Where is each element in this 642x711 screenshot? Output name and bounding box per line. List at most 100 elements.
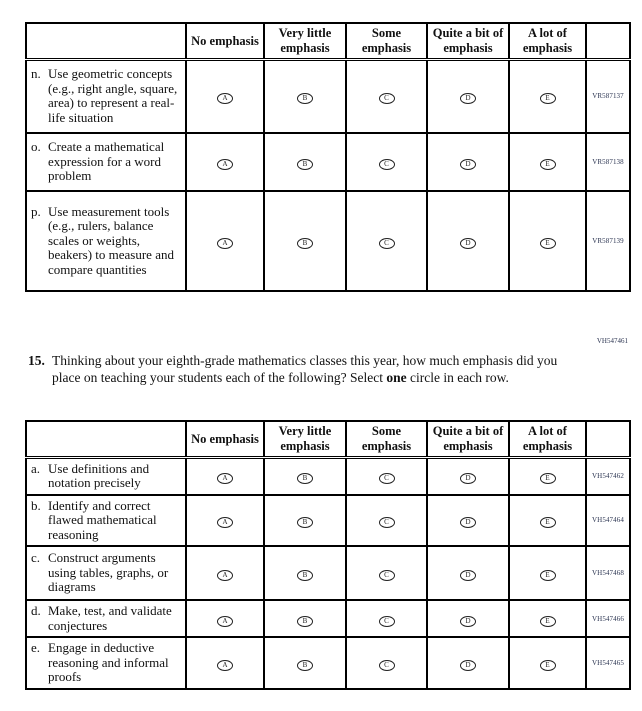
bubble-a[interactable]: A — [217, 615, 233, 627]
item-label: c. Construct arguments using tables, gra… — [25, 545, 187, 601]
item-text: Make, test, and validate conjectures — [48, 603, 172, 633]
item-code: VH547468 — [585, 545, 631, 601]
bubble-a[interactable]: A — [217, 570, 233, 581]
bubble-e[interactable]: E — [539, 517, 556, 529]
item-letter: b. — [31, 497, 41, 513]
cell-some-emphasis: C — [345, 636, 428, 690]
bubble-b[interactable]: B — [297, 93, 313, 105]
item-code: VH547465 — [585, 636, 631, 690]
item-label: b. Identify and correct flawed mathemati… — [25, 493, 187, 547]
cell-quite-a-bit-emphasis: D — [426, 545, 510, 601]
bubble-c[interactable]: C — [378, 517, 395, 529]
bubble-b[interactable]: B — [297, 159, 313, 170]
bubble-c[interactable]: C — [378, 570, 395, 581]
cell-quite-a-bit-emphasis: D — [426, 190, 510, 292]
bubble-a[interactable]: A — [217, 473, 233, 484]
question-text: Thinking about your eighth-grade mathema… — [52, 353, 564, 386]
bubble-b[interactable]: B — [297, 238, 313, 249]
cell-no-emphasis: A — [185, 132, 265, 192]
cell-no-emphasis: A — [185, 58, 265, 134]
item-letter: c. — [31, 550, 41, 566]
bubble-b[interactable]: B — [297, 659, 313, 671]
item-label: d. Make, test, and validate conjectures — [25, 599, 187, 638]
header-code-blank — [585, 22, 631, 61]
item-text: Construct arguments using tables, graphs… — [48, 550, 169, 595]
header-very-little-emphasis: Very little emphasis — [263, 420, 347, 459]
item-code: VR587137 — [585, 58, 631, 134]
bubble-b[interactable]: B — [297, 473, 313, 484]
bubble-b[interactable]: B — [297, 517, 313, 529]
cell-no-emphasis: A — [185, 599, 265, 638]
header-some-emphasis: Some emphasis — [345, 420, 428, 459]
cell-quite-a-bit-emphasis: D — [426, 132, 510, 192]
header-quite-a-bit-emphasis: Quite a bit of emphasis — [426, 22, 510, 61]
question-bold-word: one — [386, 369, 407, 385]
cell-some-emphasis: C — [345, 456, 428, 496]
bubble-b[interactable]: B — [297, 615, 313, 627]
bubble-c[interactable]: C — [378, 93, 395, 105]
bubble-c[interactable]: C — [378, 238, 395, 249]
bubble-c[interactable]: C — [378, 659, 395, 671]
bubble-d[interactable]: D — [460, 659, 476, 671]
bubble-a[interactable]: A — [217, 238, 233, 249]
cell-a-lot-emphasis: E — [508, 599, 587, 638]
bubble-a[interactable]: A — [217, 517, 233, 529]
bubble-d[interactable]: D — [460, 517, 476, 529]
bubble-e[interactable]: E — [539, 615, 556, 627]
bubble-e[interactable]: E — [539, 473, 556, 484]
header-no-emphasis: No emphasis — [185, 22, 265, 61]
question-text-before: Thinking about your eighth-grade mathema… — [52, 353, 558, 385]
table-row: n. Use geometric concepts (e.g., right a… — [25, 58, 631, 134]
cell-very-little-emphasis: B — [263, 190, 347, 292]
question-text-after: circle in each row. — [406, 369, 509, 385]
bubble-d[interactable]: D — [460, 238, 476, 249]
bubble-d[interactable]: D — [460, 615, 476, 627]
cell-very-little-emphasis: B — [263, 493, 347, 547]
bubble-a[interactable]: A — [217, 159, 233, 170]
emphasis-table-top: No emphasis Very little emphasis Some em… — [25, 22, 631, 292]
item-code: VH547464 — [585, 493, 631, 547]
cell-some-emphasis: C — [345, 190, 428, 292]
header-no-emphasis: No emphasis — [185, 420, 265, 459]
table-header-row: No emphasis Very little emphasis Some em… — [25, 420, 631, 459]
cell-no-emphasis: A — [185, 545, 265, 601]
item-text: Use geometric concepts (e.g., right angl… — [48, 66, 178, 125]
cell-quite-a-bit-emphasis: D — [426, 599, 510, 638]
table-row: p. Use measurement tools (e.g., rulers, … — [25, 190, 631, 292]
bubble-d[interactable]: D — [460, 159, 476, 170]
cell-very-little-emphasis: B — [263, 58, 347, 134]
cell-a-lot-emphasis: E — [508, 456, 587, 496]
bubble-d[interactable]: D — [460, 473, 476, 484]
bubble-e[interactable]: E — [539, 659, 556, 671]
item-letter: e. — [31, 640, 41, 655]
bubble-e[interactable]: E — [539, 159, 556, 170]
bubble-e[interactable]: E — [539, 93, 556, 105]
cell-quite-a-bit-emphasis: D — [426, 493, 510, 547]
bubble-a[interactable]: A — [217, 659, 233, 671]
item-label: o. Create a mathematical expression for … — [25, 132, 187, 192]
header-some-emphasis: Some emphasis — [345, 22, 428, 61]
bubble-d[interactable]: D — [460, 93, 476, 105]
cell-no-emphasis: A — [185, 493, 265, 547]
header-very-little-emphasis: Very little emphasis — [263, 22, 347, 61]
bubble-b[interactable]: B — [297, 570, 313, 581]
question-15: 15. Thinking about your eighth-grade mat… — [28, 353, 588, 386]
cell-some-emphasis: C — [345, 545, 428, 601]
header-a-lot-emphasis: A lot of emphasis — [508, 420, 587, 459]
bubble-c[interactable]: C — [378, 159, 395, 170]
item-text: Create a mathematical expression for a w… — [48, 139, 165, 184]
table-row: b. Identify and correct flawed mathemati… — [25, 493, 631, 547]
cell-no-emphasis: A — [185, 190, 265, 292]
item-code: VR587139 — [585, 190, 631, 292]
item-label: a. Use definitions and notation precisel… — [25, 456, 187, 496]
bubble-e[interactable]: E — [539, 570, 556, 581]
bubble-d[interactable]: D — [460, 570, 476, 581]
item-letter: a. — [31, 460, 41, 476]
bubble-c[interactable]: C — [378, 473, 395, 484]
item-label: e. Engage in deductive reasoning and inf… — [25, 636, 187, 690]
bubble-e[interactable]: E — [539, 238, 556, 249]
cell-very-little-emphasis: B — [263, 132, 347, 192]
bubble-a[interactable]: A — [217, 93, 233, 105]
bubble-c[interactable]: C — [378, 615, 395, 627]
item-text: Use definitions and notation precisely — [48, 460, 150, 490]
